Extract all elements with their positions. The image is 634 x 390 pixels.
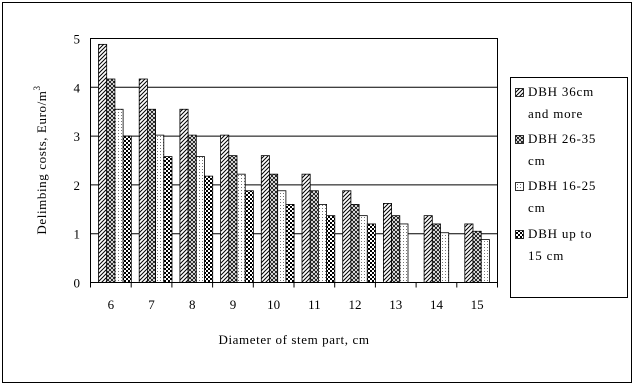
bar (391, 215, 401, 283)
bar (204, 175, 214, 283)
bar (382, 203, 392, 283)
bar (301, 173, 311, 283)
y-tick-labels: 0 1 2 3 4 5 (74, 32, 81, 291)
bar (195, 156, 205, 283)
legend-swatch (515, 182, 524, 191)
bar (122, 135, 132, 283)
bar (309, 190, 319, 283)
legend-entries: DBH 36cm and more DBH 26-35 cm DBH 16-25 cm DB… (515, 84, 596, 263)
bars (98, 43, 490, 283)
bar (220, 134, 230, 283)
y-tick-label: 5 (74, 32, 81, 47)
bar (163, 156, 173, 283)
bar (236, 173, 246, 283)
x-tick-label: 8 (189, 297, 196, 312)
y-tick-label: 2 (74, 178, 81, 193)
bar (179, 108, 189, 283)
bar (366, 223, 376, 283)
bar (464, 223, 474, 283)
x-tick-labels: 6 7 8 9 10 11 12 13 14 15 (90, 282, 498, 312)
x-tick-label: 10 (267, 297, 280, 312)
bar (146, 108, 156, 283)
legend-box (510, 77, 628, 298)
bar (244, 190, 254, 283)
x-axis-title: Diameter of stem part, cm (218, 332, 369, 347)
bar (106, 78, 116, 283)
bar (342, 190, 352, 283)
x-tick-label: 14 (430, 297, 444, 312)
bar (358, 215, 368, 283)
x-tick-label: 15 (471, 297, 484, 312)
bar (187, 134, 197, 283)
bar (138, 78, 148, 283)
legend-label: DBH up to (528, 226, 592, 241)
legend-swatch (515, 230, 524, 239)
bar (480, 239, 490, 283)
legend-label: DBH 16-25 (528, 178, 596, 193)
bar (326, 215, 336, 283)
y-tick-label: 1 (74, 227, 81, 242)
legend-label: DBH 36cm (528, 84, 594, 99)
y-axis-title-superscript: 3 (32, 85, 42, 90)
legend-label: 15 cm (528, 248, 564, 263)
bar (277, 190, 287, 283)
legend-swatch (515, 88, 524, 97)
legend: DBH 36cm and more DBH 26-35 cm DBH 16-25 cm DB… (510, 77, 628, 298)
bar (431, 223, 441, 283)
bar (228, 155, 238, 283)
x-tick-label: 11 (308, 297, 321, 312)
bar (260, 155, 270, 283)
bar (155, 134, 165, 283)
y-tick-label: 4 (74, 80, 81, 95)
bar (440, 232, 450, 283)
bar (285, 204, 295, 283)
legend-swatch (515, 135, 524, 144)
y-axis-title: Delimbing costs, Euro/m3 (32, 85, 49, 234)
y-tick-label: 3 (74, 129, 81, 144)
x-tick-label: 12 (349, 297, 362, 312)
bar (399, 223, 409, 283)
bar (269, 173, 279, 283)
x-tick-label: 6 (108, 297, 115, 312)
bar (350, 204, 360, 283)
bar (423, 215, 433, 283)
y-axis-title-main: Delimbing costs, Euro/m (34, 90, 49, 234)
bar (98, 43, 108, 283)
x-tick-label: 7 (148, 297, 155, 312)
bar (472, 230, 482, 283)
bar (317, 204, 327, 283)
x-tick-label: 9 (230, 297, 237, 312)
legend-label: cm (528, 153, 545, 168)
y-tick-label: 0 (74, 276, 81, 291)
legend-label: and more (528, 106, 583, 121)
legend-label: cm (528, 200, 545, 215)
legend-label: DBH 26-35 (528, 131, 596, 146)
x-tick-label: 13 (389, 297, 402, 312)
bar (114, 108, 124, 283)
